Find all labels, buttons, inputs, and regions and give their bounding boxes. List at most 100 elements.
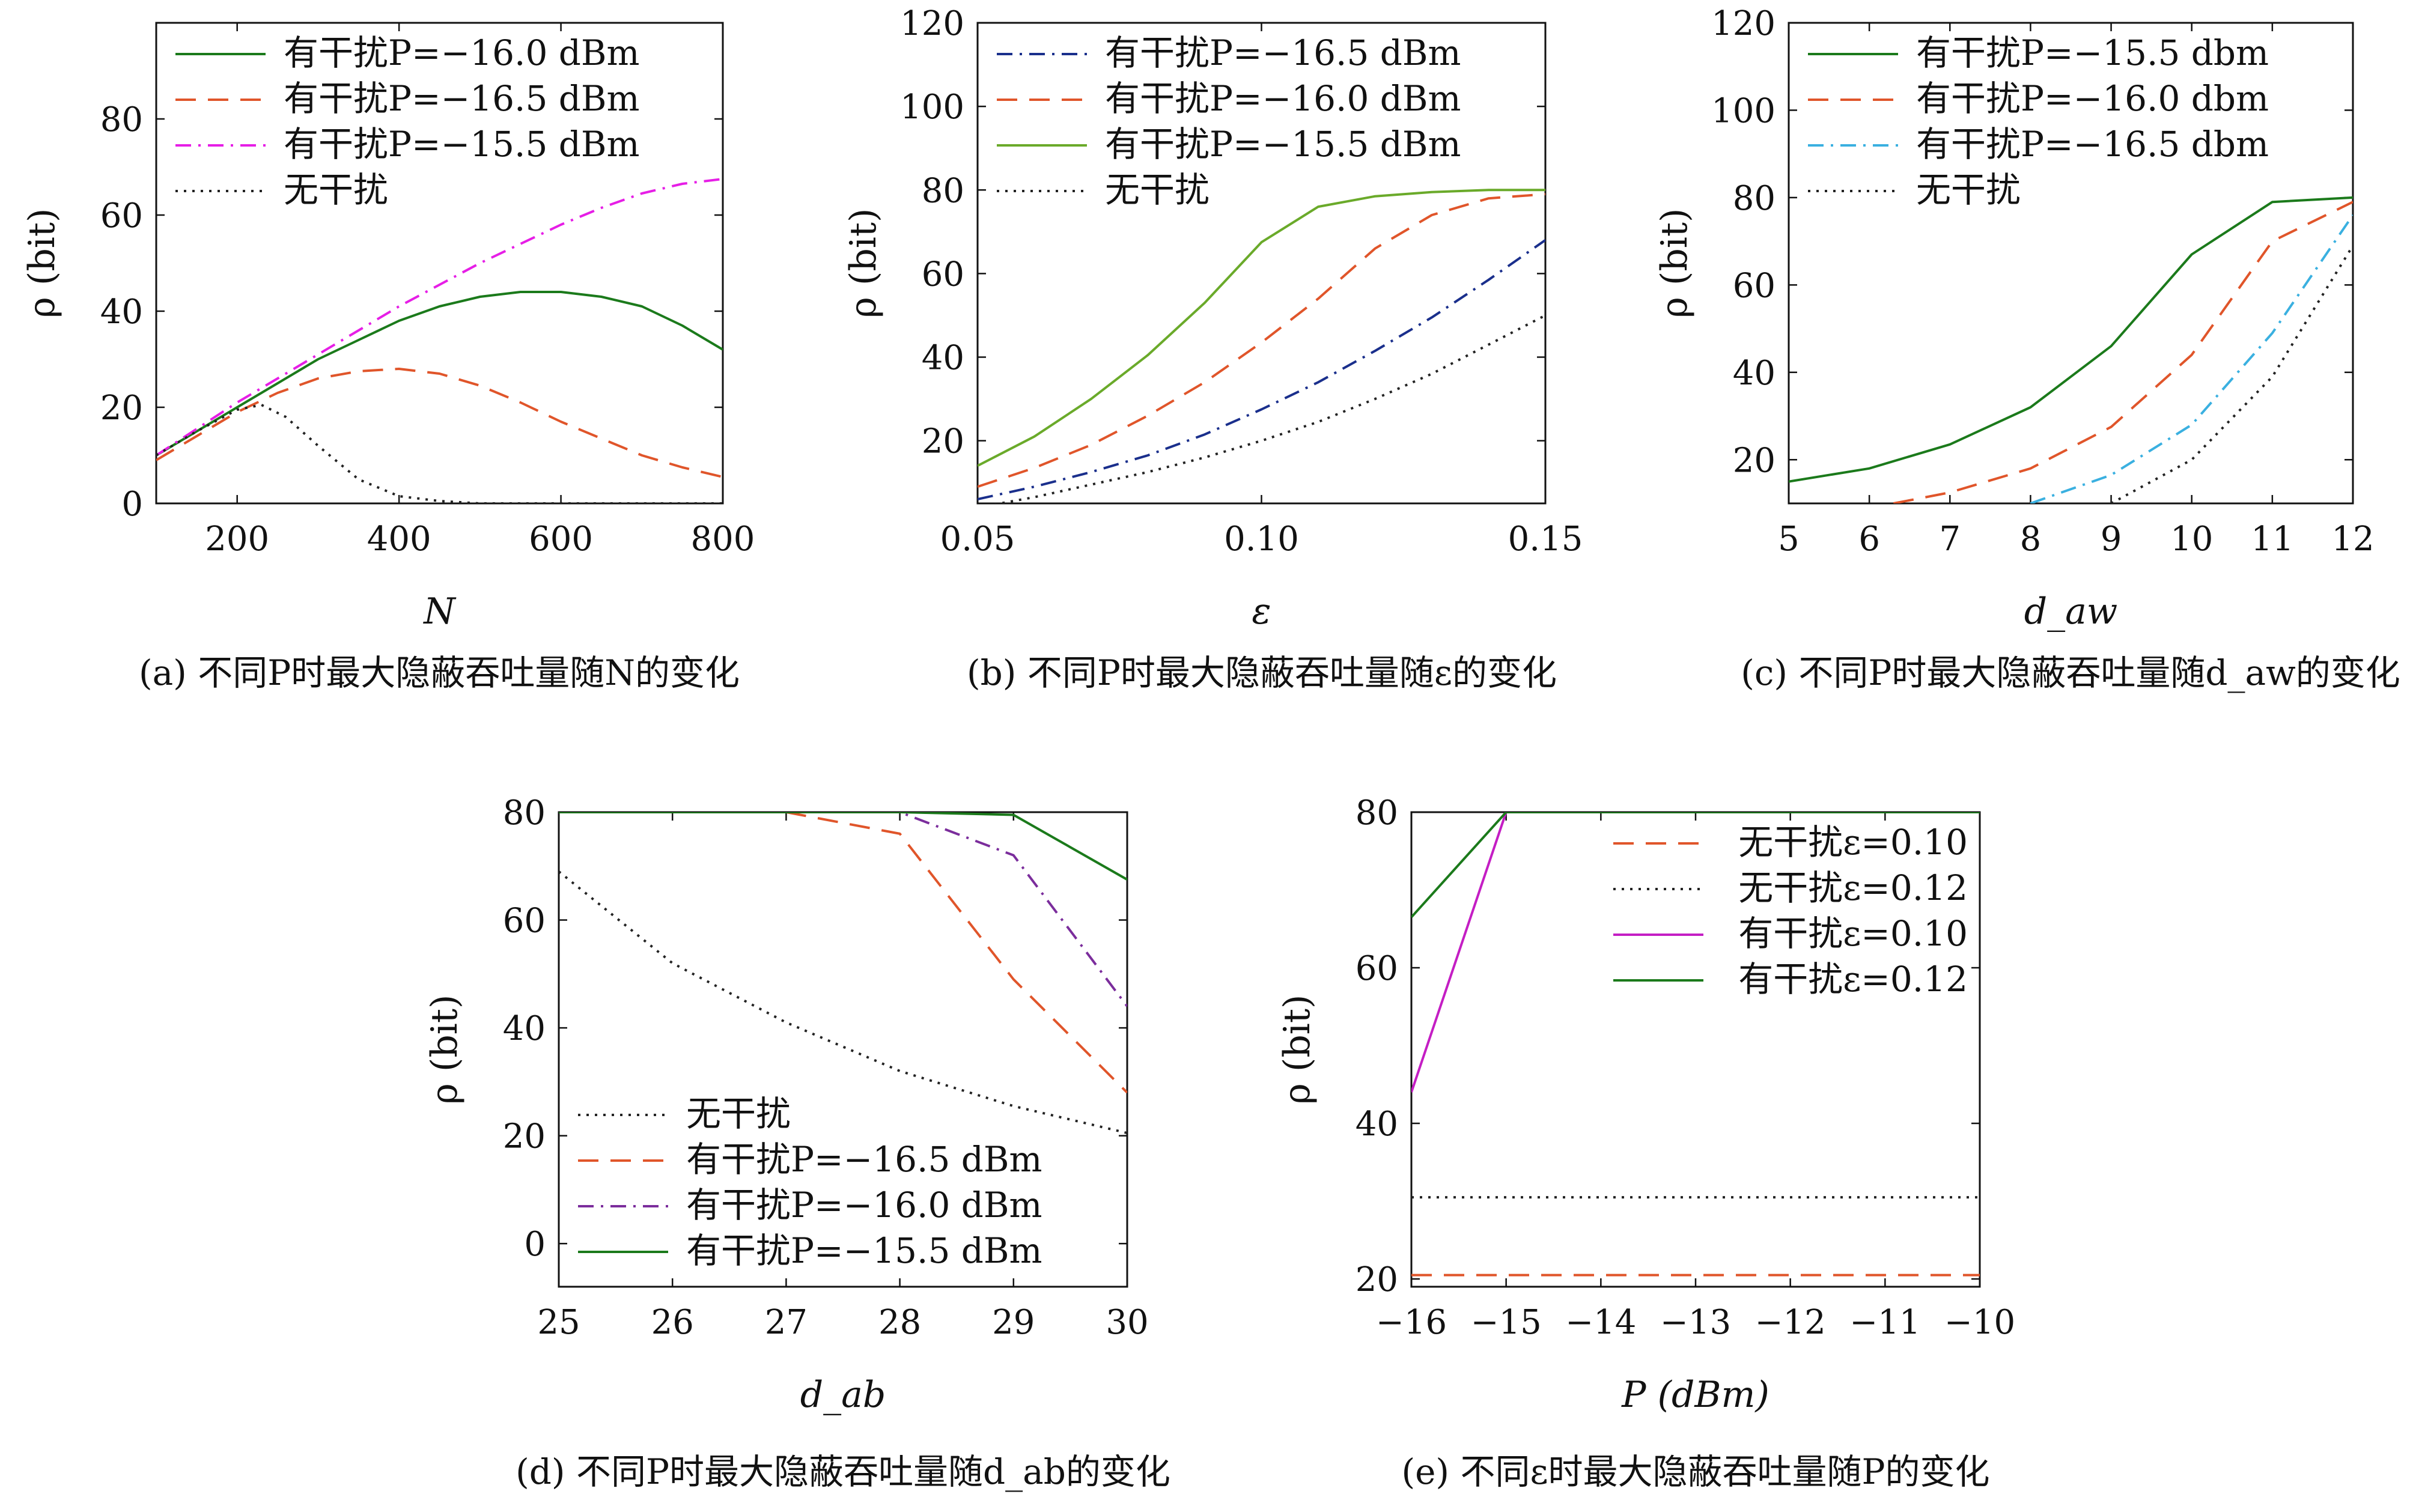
- series-line-b-2: [978, 189, 1545, 467]
- x-tick-label-c: 9: [2101, 520, 2122, 559]
- x-tick-label-a: 600: [529, 520, 593, 559]
- y-tick-label-a: 40: [100, 293, 143, 332]
- legend-entry-c-2: 有干扰P=−16.5 dbm: [1916, 124, 2269, 165]
- legend-entry-c-0: 有干扰P=−15.5 dbm: [1916, 32, 2269, 73]
- y-tick-label-e: 80: [1356, 794, 1398, 833]
- y-tick-label-c: 60: [1733, 266, 1776, 305]
- x-tick-label-e: −13: [1660, 1303, 1731, 1342]
- chart-panel-d: 25 26 27 28 29 30 0 20 40 60 80 d_ab ρ (bit) 无干扰有干扰P=…: [424, 794, 1170, 1492]
- series-group-d: [559, 812, 1127, 1135]
- x-tick-label-a: 200: [205, 520, 269, 559]
- y-axis-label-e: ρ (bit): [1276, 995, 1318, 1105]
- x-tick-label-d: 26: [651, 1303, 694, 1342]
- y-tick-label-d: 60: [503, 902, 546, 941]
- x-axis-label-d: d_ab: [800, 1374, 886, 1416]
- y-tick-label-b: 60: [922, 255, 964, 294]
- x-tick-label-d: 25: [537, 1303, 580, 1342]
- legend-entry-e-1: 无干扰ε=0.12: [1738, 867, 1968, 908]
- legend-entry-b-2: 有干扰P=−15.5 dBm: [1105, 124, 1461, 165]
- x-axis-label-a: N: [422, 591, 457, 633]
- y-tick-label-c: 100: [1711, 91, 1776, 130]
- x-tick-label-c: 6: [1858, 520, 1880, 559]
- y-tick-label-a: 0: [121, 485, 143, 524]
- y-tick-label-e: 60: [1356, 949, 1398, 988]
- y-axis-label-c: ρ (bit): [1654, 208, 1696, 318]
- series-group-e: [1411, 812, 1980, 1277]
- series-group-c: [1789, 196, 2353, 503]
- series-line-c-3: [2110, 244, 2353, 503]
- plot-frame-a: [155, 22, 724, 505]
- series-line-c-1: [1893, 201, 2353, 503]
- legend-entry-d-0: 无干扰: [686, 1093, 791, 1134]
- legend-entry-b-3: 无干扰: [1105, 169, 1210, 210]
- x-axis-label-c: d_aw: [2024, 591, 2118, 633]
- x-axis-label-e: P (dBm): [1621, 1374, 1769, 1416]
- y-tick-label-a: 60: [100, 196, 143, 235]
- legend-entry-e-3: 有干扰ε=0.12: [1738, 959, 1968, 1000]
- y-tick-label-c: 20: [1733, 441, 1776, 480]
- series-group-a: [156, 178, 723, 503]
- y-tick-label-b: 100: [900, 88, 964, 127]
- panel-caption-b: (b) 不同P时最大隐蔽吞吐量随ε的变化: [967, 652, 1557, 693]
- x-tick-label-e: −12: [1755, 1303, 1826, 1342]
- legend-entry-a-0: 有干扰P=−16.0 dBm: [284, 32, 640, 73]
- x-tick-label-e: −14: [1565, 1303, 1636, 1342]
- y-tick-label-d: 0: [524, 1225, 546, 1264]
- series-line-d-1: [559, 812, 1127, 1094]
- legend-entry-c-1: 有干扰P=−16.0 dbm: [1916, 78, 2269, 119]
- x-tick-label-c: 10: [2170, 520, 2213, 559]
- x-tick-label-e: −16: [1376, 1303, 1447, 1342]
- legend-entry-e-0: 无干扰ε=0.10: [1738, 822, 1968, 863]
- chart-panel-a: 200 400 600 800 0 20 40 60 80 Nρ (bit) 有干扰P=−16.0 …: [21, 22, 755, 693]
- y-tick-label-c: 80: [1733, 179, 1776, 218]
- legend-entry-b-0: 有干扰P=−16.5 dBm: [1105, 32, 1461, 73]
- series-line-a-1: [156, 368, 723, 478]
- x-tick-label-c: 8: [2020, 520, 2042, 559]
- y-tick-label-b: 80: [922, 171, 964, 210]
- y-tick-label-b: 120: [900, 4, 964, 43]
- series-line-c-0: [1789, 196, 2353, 483]
- y-tick-label-a: 20: [100, 389, 143, 428]
- y-axis-label-b: ρ (bit): [842, 208, 884, 318]
- x-tick-label-b: 0.15: [1508, 520, 1583, 559]
- x-axis-label-b: ε: [1252, 591, 1271, 633]
- y-tick-label-b: 20: [922, 422, 964, 461]
- x-tick-label-d: 28: [878, 1303, 921, 1342]
- legend-c: 有干扰P=−15.5 dbm 有干扰P=−16.0 dbm 有干扰P=−16.5 d…: [1808, 32, 2269, 210]
- legend-entry-b-1: 有干扰P=−16.0 dBm: [1105, 78, 1461, 119]
- plot-frame-c: [1788, 22, 2354, 505]
- x-tick-label-c: 11: [2251, 520, 2293, 559]
- legend-entry-a-3: 无干扰: [284, 169, 388, 210]
- series-line-b-3: [993, 314, 1545, 503]
- x-tick-label-d: 27: [765, 1303, 808, 1342]
- series-line-b-1: [978, 193, 1545, 488]
- x-tick-label-b: 0.10: [1224, 520, 1299, 559]
- legend-entry-a-1: 有干扰P=−16.5 dBm: [284, 78, 640, 119]
- chart-panel-c: 5 6 7 8 9 10 11 12 20 40 60 80 100 120 d_aw ρ (bit) 有干扰P…: [1654, 4, 2400, 693]
- y-tick-label-d: 40: [503, 1009, 546, 1048]
- y-axis-label-d: ρ (bit): [424, 995, 466, 1105]
- y-tick-label-c: 40: [1733, 354, 1776, 393]
- y-tick-label-c: 120: [1711, 4, 1776, 43]
- panel-caption-c: (c) 不同P时最大隐蔽吞吐量随d_aw的变化: [1741, 652, 2400, 693]
- x-tick-label-d: 29: [992, 1303, 1035, 1342]
- x-tick-label-a: 800: [691, 520, 755, 559]
- panel-caption-a: (a) 不同P时最大隐蔽吞吐量随N的变化: [139, 652, 740, 693]
- y-tick-label-b: 40: [922, 339, 964, 378]
- x-tick-label-b: 0.05: [940, 520, 1015, 559]
- x-tick-label-e: −15: [1471, 1303, 1542, 1342]
- x-tick-label-a: 400: [367, 520, 431, 559]
- panel-caption-e: (e) 不同ε时最大隐蔽吞吐量随P的变化: [1401, 1451, 1989, 1492]
- series-line-a-3: [156, 404, 723, 503]
- y-tick-label-d: 80: [503, 794, 546, 833]
- series-line-c-2: [2030, 214, 2353, 503]
- panel-caption-d: (d) 不同P时最大隐蔽吞吐量随d_ab的变化: [516, 1451, 1170, 1492]
- legend-a: 有干扰P=−16.0 dBm 有干扰P=−16.5 dBm 有干扰P=−15.5 d…: [175, 32, 640, 210]
- legend-entry-e-2: 有干扰ε=0.10: [1738, 913, 1968, 954]
- series-line-d-3: [559, 812, 1127, 881]
- series-group-b: [978, 189, 1545, 503]
- y-tick-label-e: 40: [1356, 1105, 1398, 1144]
